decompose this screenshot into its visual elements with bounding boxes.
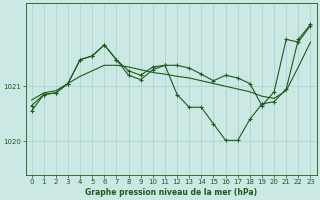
X-axis label: Graphe pression niveau de la mer (hPa): Graphe pression niveau de la mer (hPa) [85,188,257,197]
